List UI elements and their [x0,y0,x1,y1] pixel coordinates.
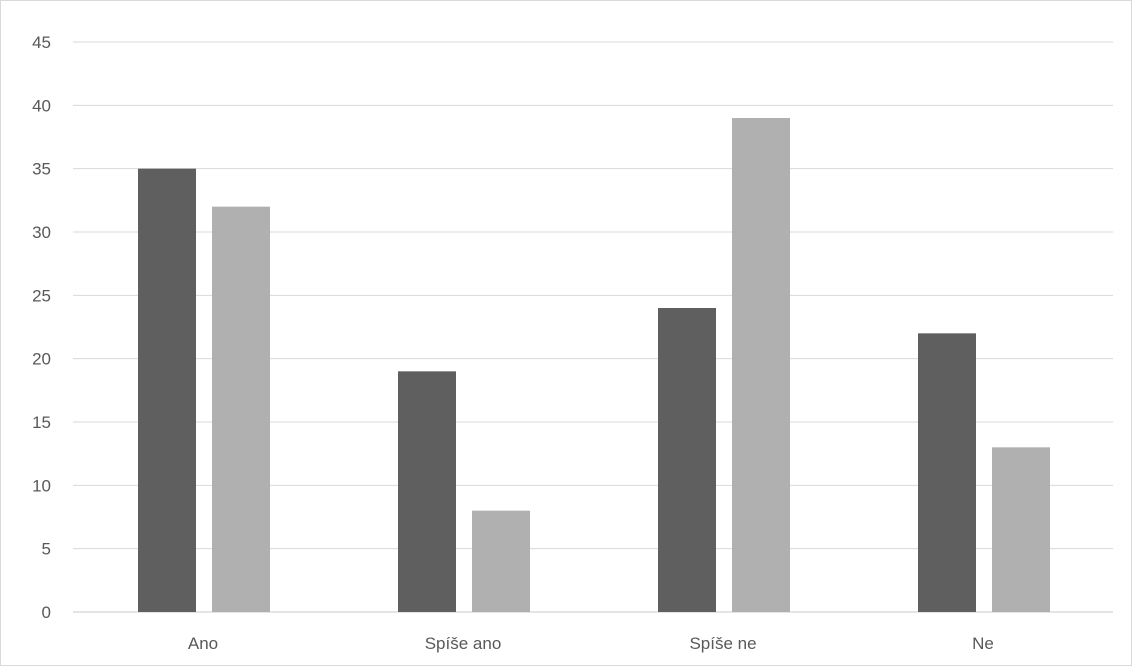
bar-1-0 [138,168,196,612]
x-category-label: Ano [188,634,218,653]
bar-1-3 [918,333,976,612]
bar-2-3 [992,447,1050,612]
bar-2-0 [212,206,270,612]
y-tick-label: 10 [32,476,51,495]
bar-2-2 [732,118,790,612]
x-category-label: Spíše ano [425,634,502,653]
y-axis-ticks: 0 5 10 15 20 25 30 35 40 45 [32,33,51,622]
y-tick-label: 45 [32,33,51,52]
y-tick-label: 35 [32,160,51,179]
y-tick-label: 30 [32,223,51,242]
bar-2-1 [472,510,530,612]
y-tick-label: 15 [32,413,51,432]
bar-1-2 [658,308,716,612]
y-tick-label: 40 [32,96,51,115]
y-tick-label: 25 [32,286,51,305]
y-tick-label: 0 [42,603,51,622]
x-axis-categories: Ano Spíše ano Spíše ne Ne [188,634,994,653]
x-category-label: Ne [972,634,994,653]
x-category-label: Spíše ne [689,634,756,653]
y-tick-label: 20 [32,350,51,369]
bar-1-1 [398,371,456,612]
y-tick-label: 5 [42,540,51,559]
bars [138,118,1050,612]
